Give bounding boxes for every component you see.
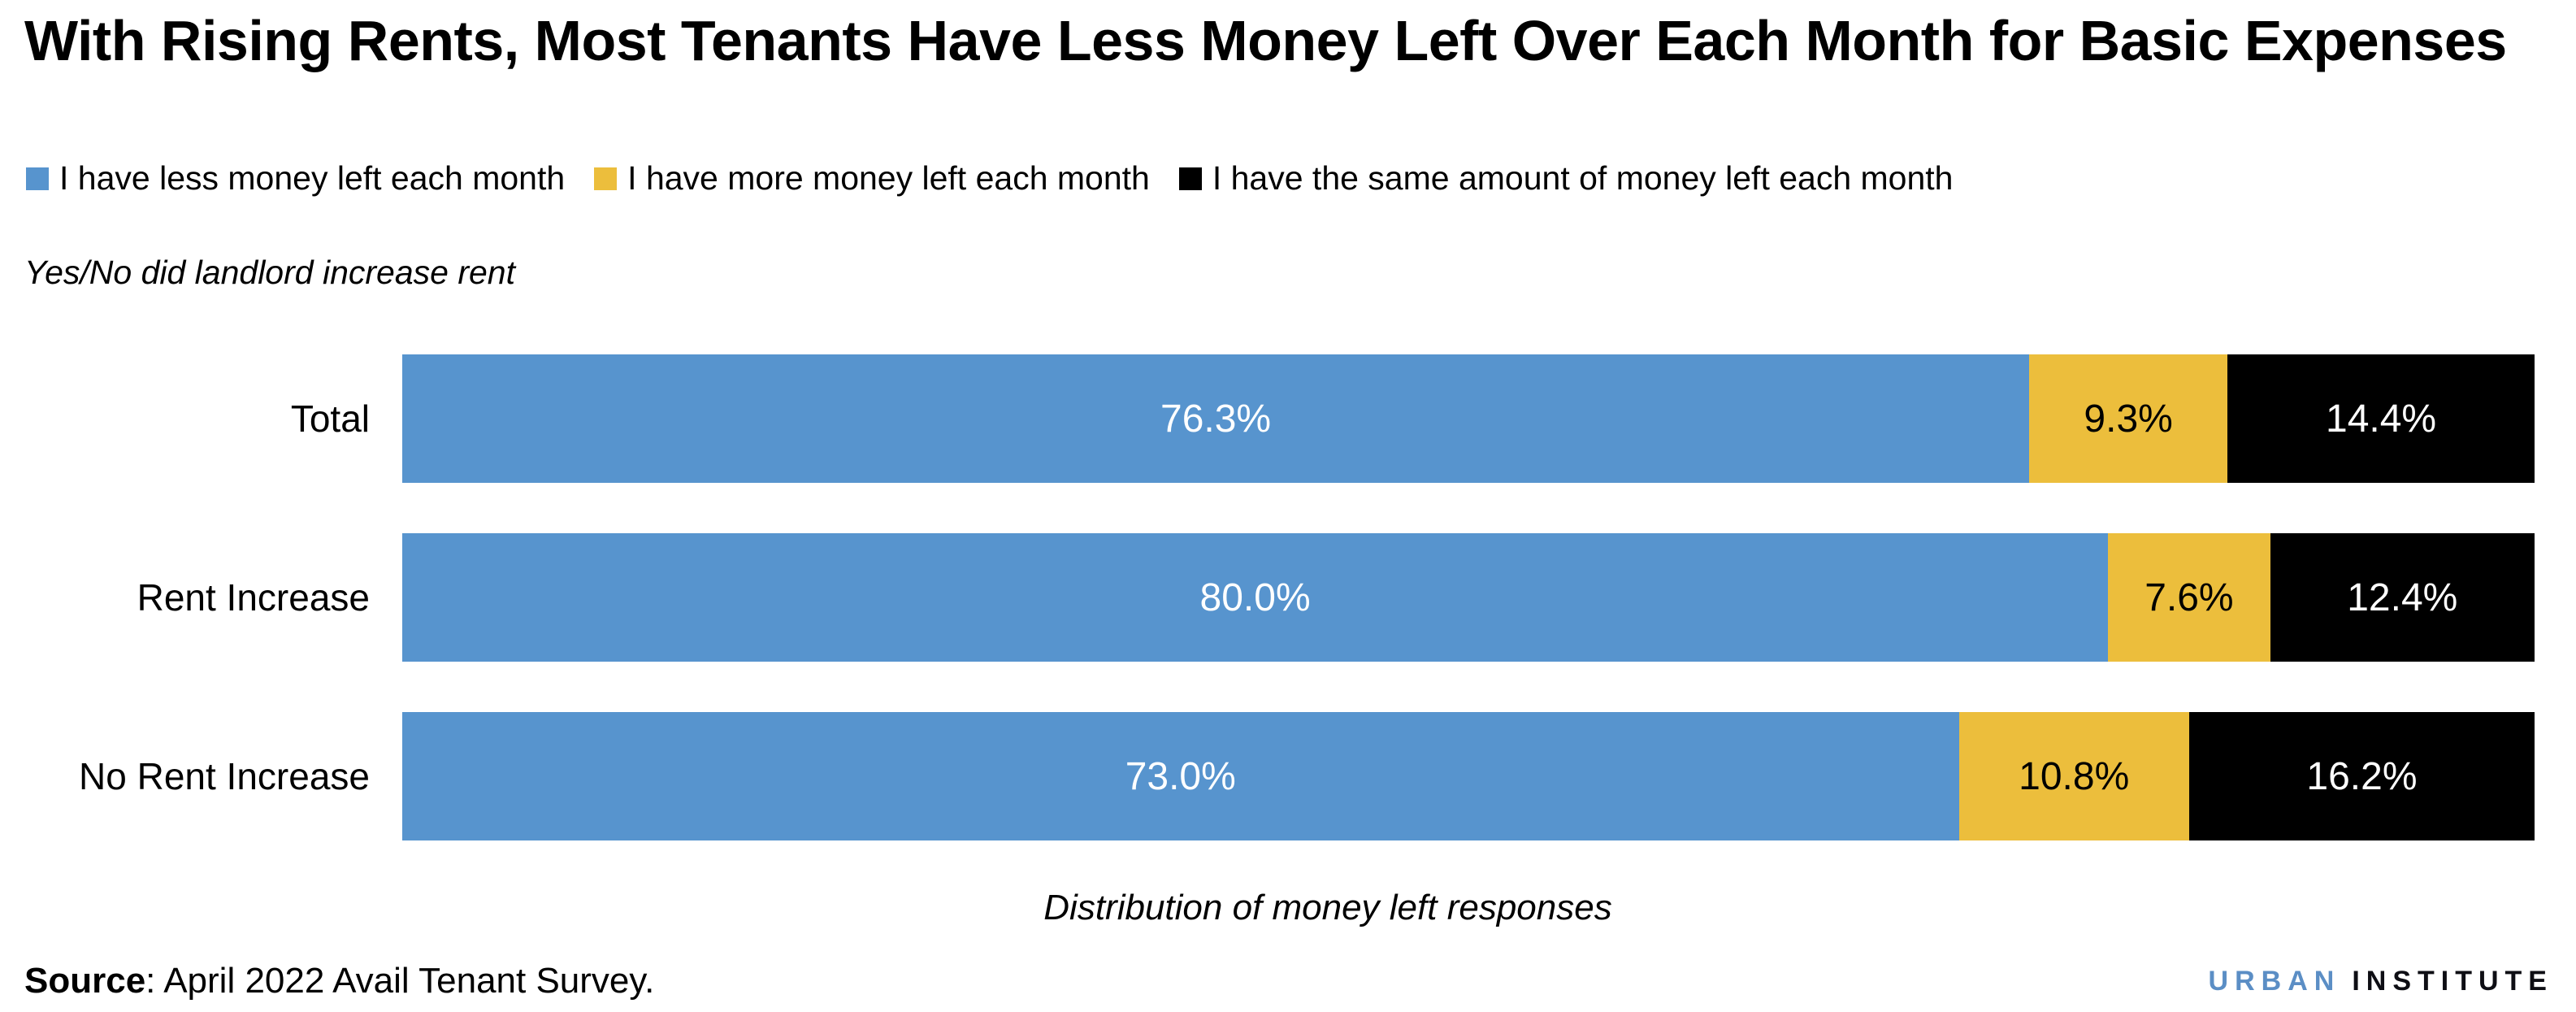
category-label: No Rent Increase <box>79 755 370 797</box>
stacked-bar: 76.3% 9.3% 14.4% <box>402 354 2535 483</box>
logo-institute: INSTITUTE <box>2352 966 2553 997</box>
logo-urban: URBAN <box>2208 966 2341 997</box>
bar-segment: 73.0% <box>402 712 1959 840</box>
category-label: Rent Increase <box>137 576 370 619</box>
bar-segment: 16.2% <box>2188 712 2535 840</box>
urban-institute-logo: URBAN INSTITUTE <box>2209 966 2553 997</box>
legend-swatch-blue <box>26 167 49 190</box>
chart-title: With Rising Rents, Most Tenants Have Les… <box>24 9 2507 72</box>
bar-segment: 9.3% <box>2029 354 2228 483</box>
stacked-bar: 80.0% 7.6% 12.4% <box>402 533 2535 662</box>
legend-item-more-money: I have more money left each month <box>594 159 1150 198</box>
legend: I have less money left each month I have… <box>26 159 1953 198</box>
bar-segment: 7.6% <box>2108 533 2270 662</box>
legend-label: I have more money left each month <box>627 159 1150 197</box>
source-label: Source <box>24 961 146 1001</box>
source-note: Source: April 2022 Avail Tenant Survey. <box>24 961 654 1001</box>
bar-segment: 76.3% <box>402 354 2030 483</box>
legend-swatch-black <box>1178 167 1202 190</box>
bar-segment: 14.4% <box>2227 354 2535 483</box>
legend-item-less-money: I have less money left each month <box>26 159 565 198</box>
y-axis-title: Yes/No did landlord increase rent <box>24 254 515 291</box>
legend-label: I have the same amount of money left eac… <box>1212 159 1954 197</box>
bar-row-total: Total 76.3% 9.3% 14.4% <box>0 354 2576 483</box>
bars-area: Total 76.3% 9.3% 14.4% Rent Increase 80.0% 7.6… <box>0 354 2576 842</box>
bar-segment: 12.4% <box>2270 533 2535 662</box>
source-text: : April 2022 Avail Tenant Survey. <box>145 961 655 1001</box>
bar-row-no-rent-increase: No Rent Increase 73.0% 10.8% 16.2% <box>0 712 2576 840</box>
bar-segment: 80.0% <box>402 533 2109 662</box>
bar-row-rent-increase: Rent Increase 80.0% 7.6% 12.4% <box>0 533 2576 662</box>
category-label: Total <box>290 397 370 440</box>
stacked-bar: 73.0% 10.8% 16.2% <box>402 712 2535 840</box>
legend-swatch-yellow <box>594 167 618 190</box>
bar-segment: 10.8% <box>1958 712 2189 840</box>
legend-label: I have less money left each month <box>59 159 566 197</box>
legend-item-same-money: I have the same amount of money left eac… <box>1178 159 1954 198</box>
x-axis-title: Distribution of money left responses <box>1043 888 1612 927</box>
